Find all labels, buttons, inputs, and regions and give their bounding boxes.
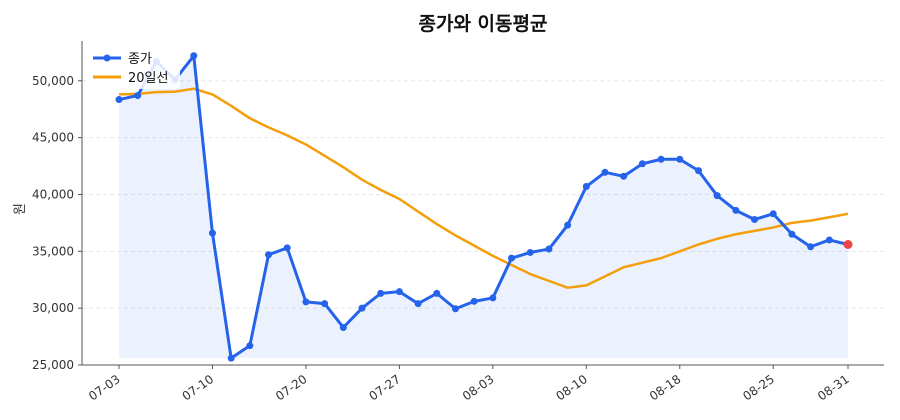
close-price-point xyxy=(451,305,459,313)
close-price-point xyxy=(825,236,833,244)
chart-title: 종가와 이동평균 xyxy=(419,13,548,35)
close-price-point xyxy=(751,215,759,223)
y-tick-label: 50,000 xyxy=(32,74,74,88)
close-price-point xyxy=(788,230,796,238)
close-price-point xyxy=(321,300,329,308)
close-price-point xyxy=(638,160,646,168)
x-tick-label: 07-20 xyxy=(273,372,310,403)
close-price-point xyxy=(545,245,553,253)
close-price-point xyxy=(732,206,740,214)
close-price-point xyxy=(657,155,665,163)
y-tick-label: 30,000 xyxy=(32,301,74,315)
legend-label-close: 종가 xyxy=(128,52,152,67)
close-price-point xyxy=(414,300,422,308)
close-price-point xyxy=(807,243,815,251)
close-price-point xyxy=(358,304,366,312)
close-price-point xyxy=(620,172,628,180)
close-price-point xyxy=(208,229,216,237)
close-price-point xyxy=(246,342,254,350)
close-price-point xyxy=(769,210,777,218)
close-price-fill-area xyxy=(119,55,848,359)
series-layer xyxy=(115,52,853,362)
close-price-point xyxy=(694,167,702,175)
close-price-point xyxy=(115,96,123,104)
y-tick-label: 45,000 xyxy=(32,131,74,145)
close-price-point xyxy=(190,52,198,60)
legend: 종가 20일선 xyxy=(88,45,180,89)
close-price-point xyxy=(582,183,590,191)
y-tick-label: 35,000 xyxy=(32,244,74,258)
x-tick-label: 07-27 xyxy=(367,372,404,403)
close-price-point xyxy=(489,294,497,302)
close-price-point xyxy=(283,244,291,252)
close-price-point xyxy=(564,221,572,229)
close-price-point xyxy=(395,288,403,296)
x-tick-label: 08-10 xyxy=(553,372,590,403)
x-tick-label: 08-18 xyxy=(647,372,684,403)
close-price-point xyxy=(227,354,235,362)
ma20-line xyxy=(118,87,849,289)
close-price-line xyxy=(118,54,849,360)
x-tick-label: 08-03 xyxy=(460,372,497,403)
y-tick-label: 25,000 xyxy=(32,358,74,372)
x-tick-label: 07-10 xyxy=(180,372,217,403)
x-tick-label: 08-31 xyxy=(815,372,852,403)
x-tick-label: 07-03 xyxy=(86,372,123,403)
close-price-point xyxy=(470,297,478,305)
y-tick-label: 40,000 xyxy=(32,187,74,201)
close-price-point xyxy=(526,248,534,256)
close-price-point xyxy=(339,323,347,331)
legend-label-ma20: 20일선 xyxy=(128,71,168,86)
close-price-last-point xyxy=(843,239,853,249)
y-axis-label: 원 xyxy=(13,203,28,215)
close-price-point xyxy=(265,251,273,259)
close-price-point xyxy=(601,168,609,176)
close-price-point xyxy=(508,254,516,262)
x-tick-label: 08-25 xyxy=(740,372,777,403)
close-price-point xyxy=(713,192,721,200)
close-price-point xyxy=(302,298,310,306)
legend-marker-close xyxy=(103,54,111,62)
close-price-point xyxy=(134,92,142,100)
close-price-point xyxy=(377,289,385,297)
close-price-point xyxy=(433,289,441,297)
close-price-point xyxy=(676,155,684,163)
